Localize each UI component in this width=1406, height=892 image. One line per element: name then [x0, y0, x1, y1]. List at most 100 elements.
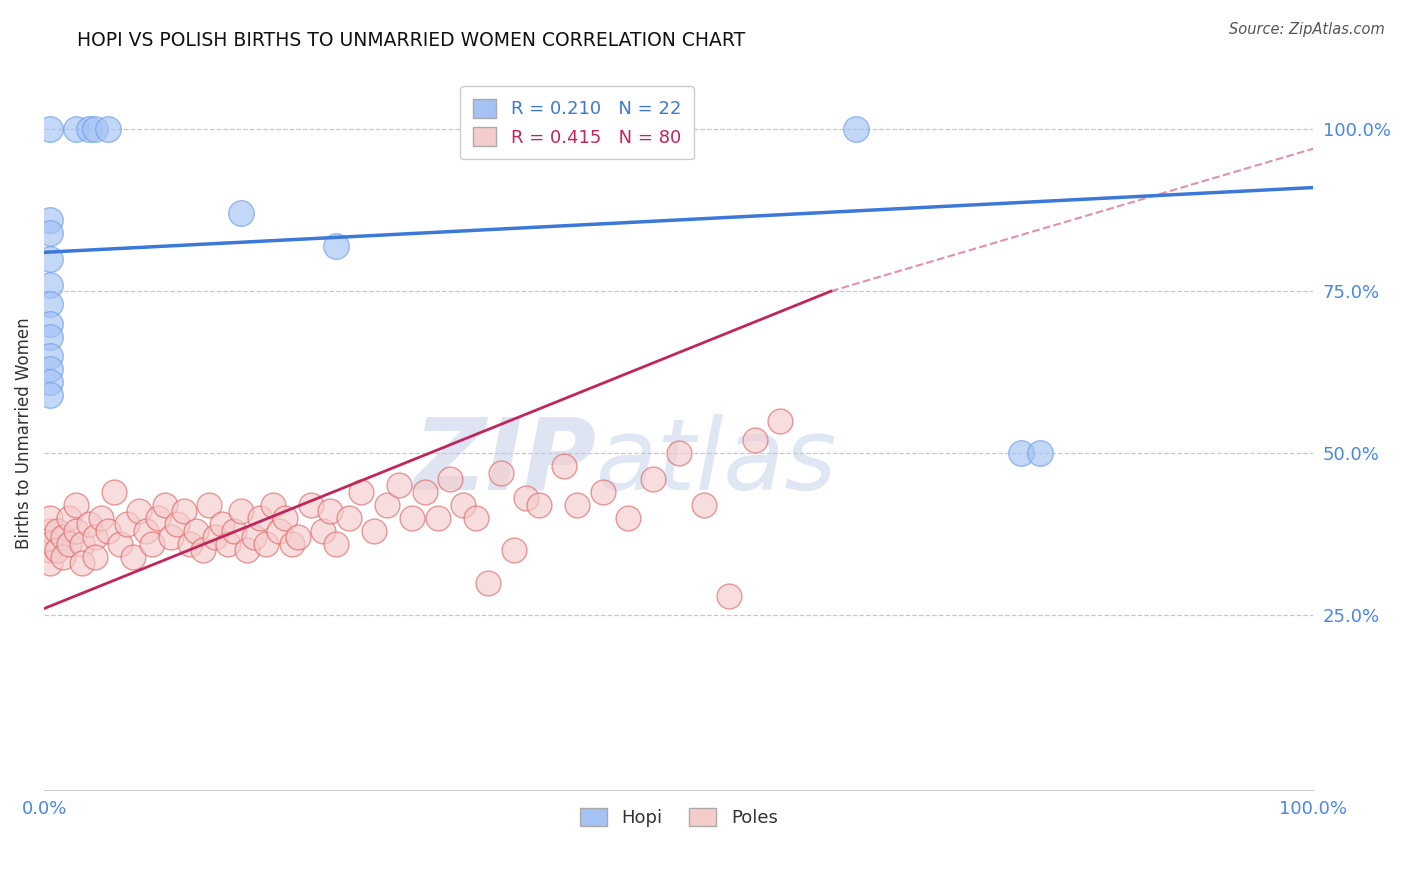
Point	[83, 549, 105, 564]
Point	[299, 498, 322, 512]
Point	[484, 122, 506, 136]
Point	[287, 530, 309, 544]
Point	[135, 524, 157, 538]
Point	[769, 414, 792, 428]
Point	[90, 511, 112, 525]
Point	[186, 524, 208, 538]
Point	[236, 543, 259, 558]
Point	[148, 511, 170, 525]
Point	[413, 485, 436, 500]
Point	[39, 524, 62, 538]
Point	[65, 524, 87, 538]
Point	[477, 575, 499, 590]
Point	[515, 491, 537, 506]
Point	[39, 297, 62, 311]
Point	[249, 511, 271, 525]
Point	[1010, 446, 1032, 460]
Point	[173, 504, 195, 518]
Point	[224, 524, 246, 538]
Point	[401, 511, 423, 525]
Point	[70, 556, 93, 570]
Point	[160, 530, 183, 544]
Point	[693, 498, 716, 512]
Point	[58, 537, 80, 551]
Point	[502, 543, 524, 558]
Point	[65, 122, 87, 136]
Point	[592, 485, 614, 500]
Point	[211, 517, 233, 532]
Point	[39, 543, 62, 558]
Point	[718, 589, 741, 603]
Point	[262, 498, 284, 512]
Point	[204, 530, 226, 544]
Point	[350, 485, 373, 500]
Point	[451, 498, 474, 512]
Point	[65, 498, 87, 512]
Point	[426, 511, 449, 525]
Point	[274, 511, 297, 525]
Point	[128, 504, 150, 518]
Point	[39, 388, 62, 402]
Point	[166, 517, 188, 532]
Point	[39, 329, 62, 343]
Text: ZIP: ZIP	[413, 414, 596, 511]
Point	[45, 543, 67, 558]
Point	[97, 122, 120, 136]
Point	[325, 537, 347, 551]
Point	[179, 537, 201, 551]
Point	[318, 504, 340, 518]
Point	[83, 530, 105, 544]
Point	[388, 478, 411, 492]
Point	[375, 498, 398, 512]
Point	[110, 537, 132, 551]
Point	[39, 277, 62, 292]
Point	[325, 239, 347, 253]
Point	[464, 511, 486, 525]
Point	[122, 549, 145, 564]
Point	[39, 362, 62, 376]
Point	[39, 317, 62, 331]
Point	[141, 537, 163, 551]
Text: HOPI VS POLISH BIRTHS TO UNMARRIED WOMEN CORRELATION CHART: HOPI VS POLISH BIRTHS TO UNMARRIED WOMEN…	[77, 31, 745, 50]
Point	[337, 511, 360, 525]
Point	[1029, 446, 1052, 460]
Point	[77, 122, 100, 136]
Point	[52, 549, 75, 564]
Point	[191, 543, 214, 558]
Point	[242, 530, 264, 544]
Y-axis label: Births to Unmarried Women: Births to Unmarried Women	[15, 318, 32, 549]
Point	[439, 472, 461, 486]
Point	[103, 485, 125, 500]
Point	[617, 511, 640, 525]
Point	[229, 206, 252, 220]
Point	[489, 466, 512, 480]
Point	[58, 511, 80, 525]
Point	[39, 375, 62, 389]
Point	[77, 517, 100, 532]
Point	[153, 498, 176, 512]
Point	[254, 537, 277, 551]
Point	[39, 252, 62, 266]
Point	[39, 511, 62, 525]
Point	[39, 537, 62, 551]
Point	[52, 530, 75, 544]
Point	[267, 524, 290, 538]
Legend: Hopi, Poles: Hopi, Poles	[572, 800, 785, 834]
Point	[70, 537, 93, 551]
Point	[229, 504, 252, 518]
Point	[39, 226, 62, 240]
Text: Source: ZipAtlas.com: Source: ZipAtlas.com	[1229, 22, 1385, 37]
Point	[39, 556, 62, 570]
Point	[643, 472, 665, 486]
Point	[553, 458, 575, 473]
Point	[217, 537, 239, 551]
Point	[312, 524, 335, 538]
Point	[280, 537, 302, 551]
Point	[39, 122, 62, 136]
Point	[198, 498, 221, 512]
Point	[845, 122, 868, 136]
Point	[39, 349, 62, 363]
Point	[115, 517, 138, 532]
Point	[97, 524, 120, 538]
Point	[45, 524, 67, 538]
